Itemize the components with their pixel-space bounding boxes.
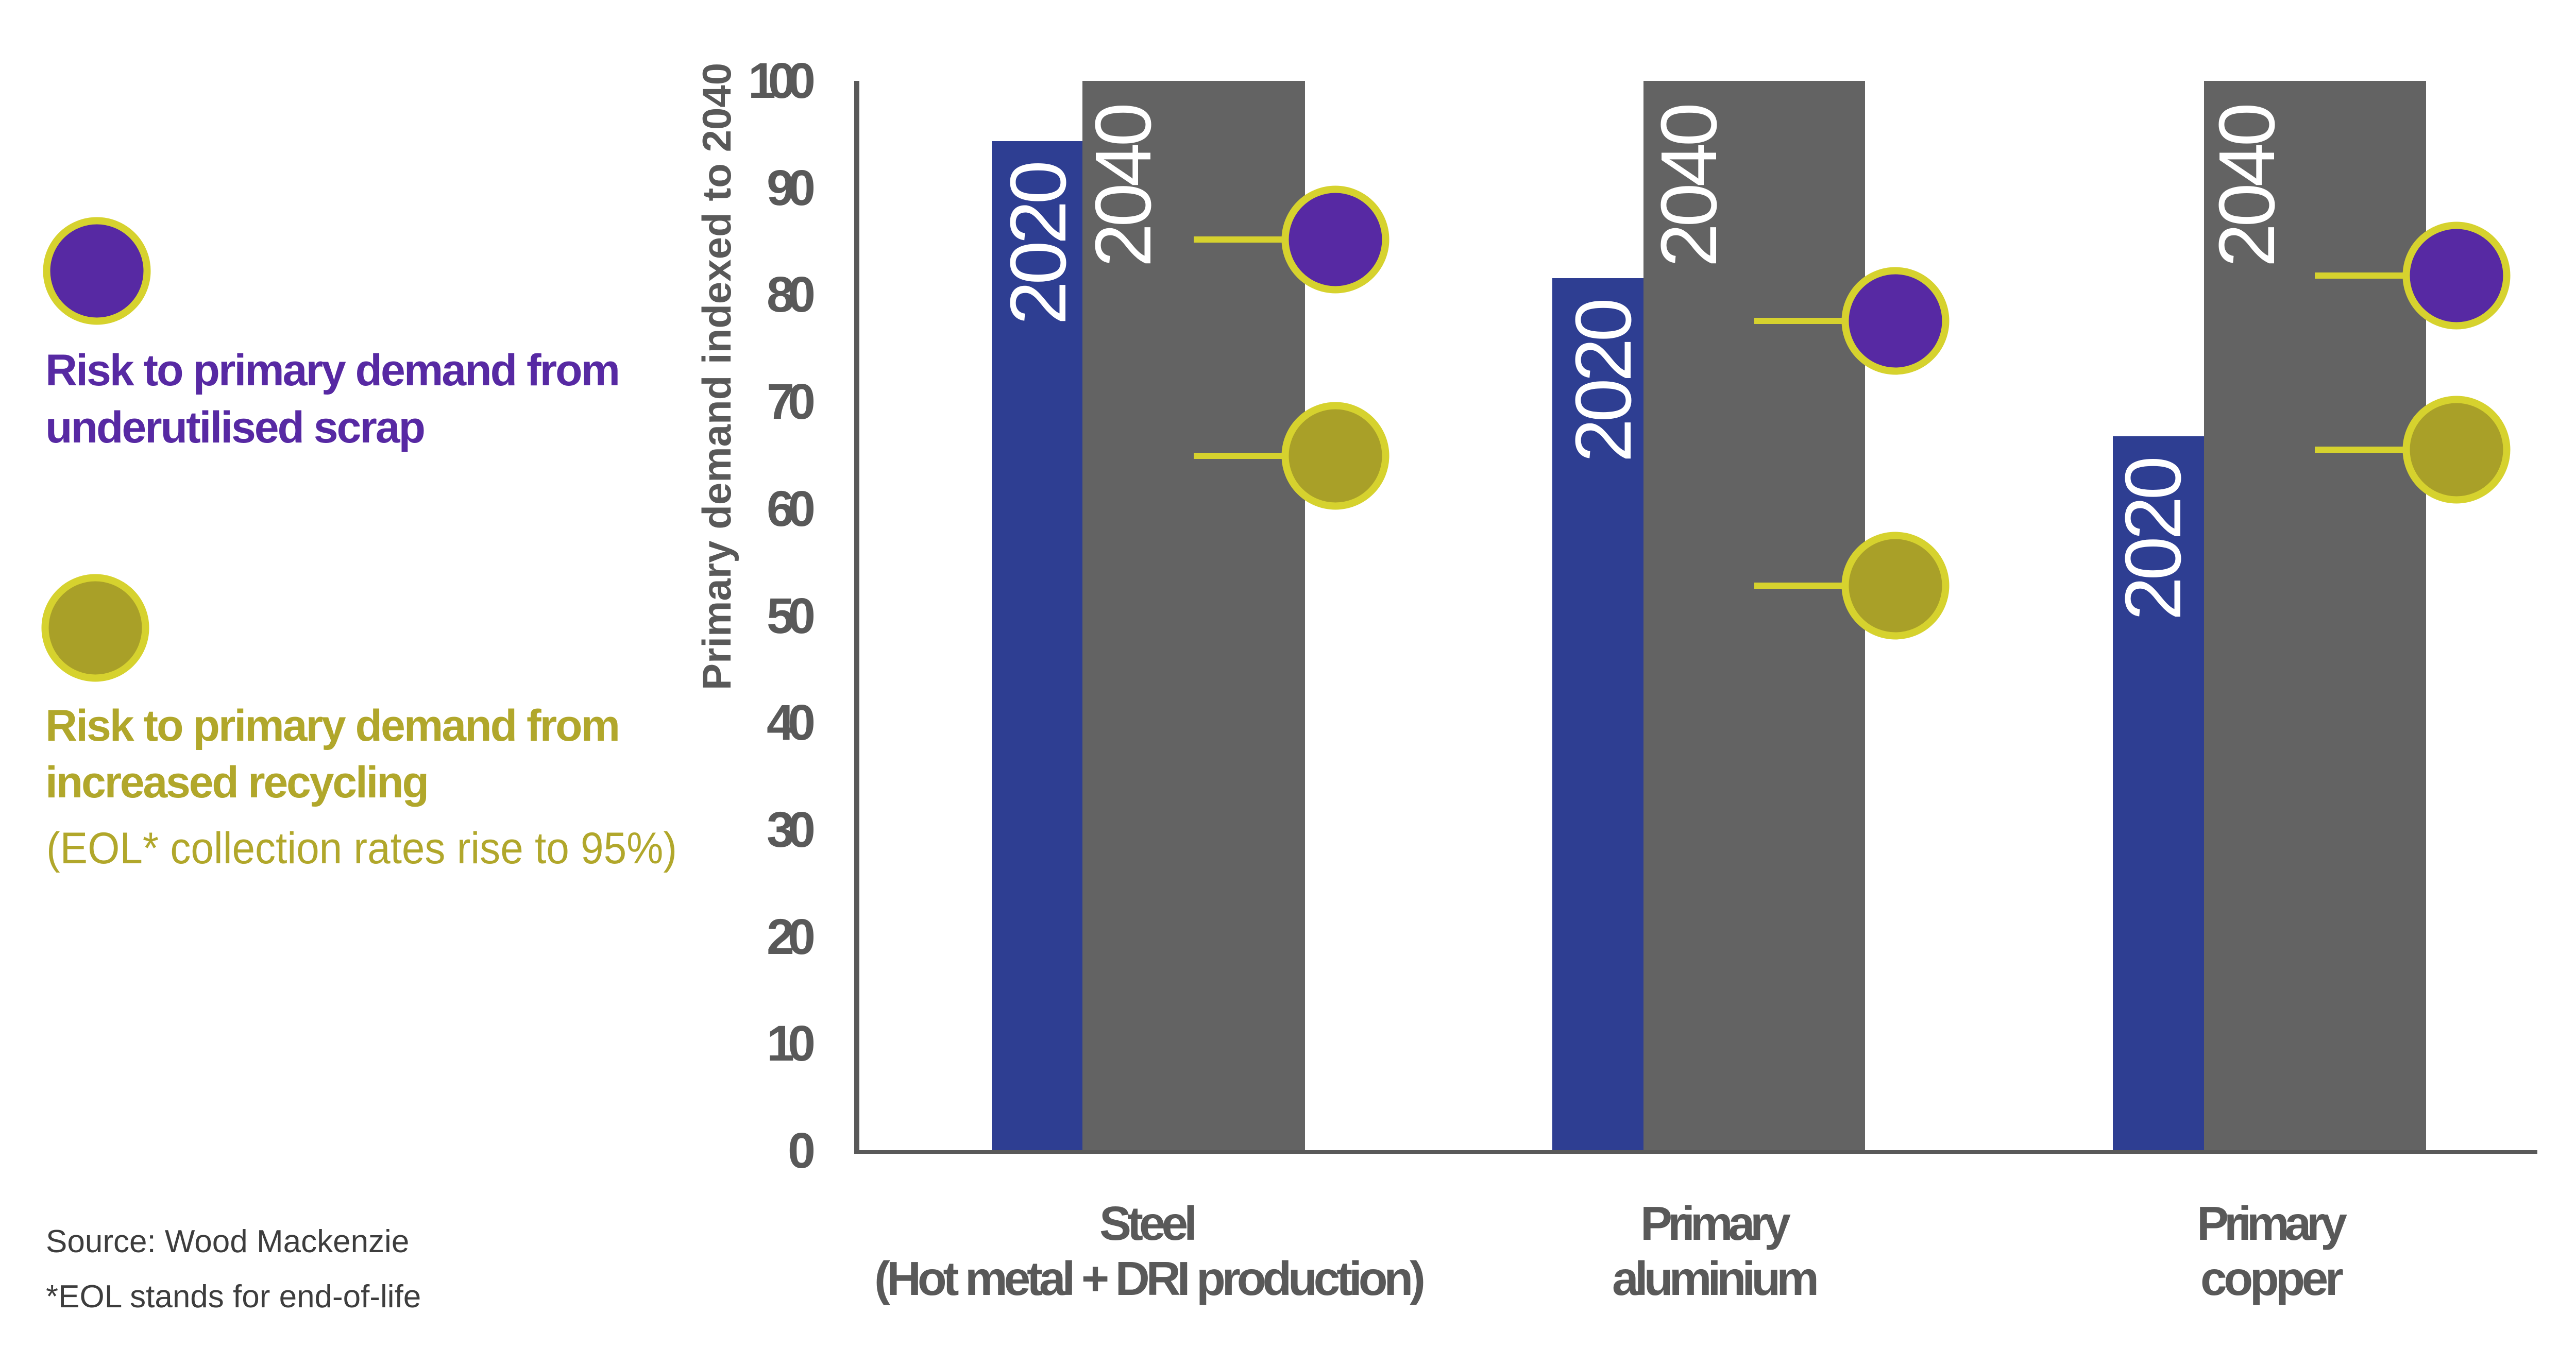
svg-text:60: 60 (767, 481, 816, 537)
svg-text:Primary: Primary (1640, 1197, 1791, 1250)
svg-text:70: 70 (767, 373, 816, 430)
svg-text:aluminium: aluminium (1612, 1252, 1819, 1305)
svg-text:Source: Wood Mackenzie: Source: Wood Mackenzie (46, 1224, 409, 1259)
svg-text:2020: 2020 (2109, 456, 2197, 621)
svg-text:2020: 2020 (1559, 298, 1648, 463)
svg-text:100: 100 (748, 53, 816, 109)
svg-text:90: 90 (767, 160, 816, 216)
svg-text:50: 50 (767, 588, 816, 644)
svg-text:Primary demand indexed to 204: Primary demand indexed to 2040 (694, 63, 739, 690)
svg-text:2020: 2020 (994, 160, 1082, 325)
svg-text:0: 0 (788, 1122, 816, 1179)
svg-text:(Hot metal + DRI production): (Hot metal + DRI production) (874, 1252, 1426, 1305)
svg-text:Primary: Primary (2197, 1197, 2347, 1250)
svg-text:2040: 2040 (1079, 103, 1167, 267)
svg-text:*EOL stands for end-of-life: *EOL stands for end-of-life (46, 1279, 421, 1315)
svg-text:Risk to primary demand from: Risk to primary demand from (45, 346, 620, 395)
svg-text:copper: copper (2200, 1252, 2344, 1305)
svg-text:increased recycling: increased recycling (45, 758, 429, 807)
svg-text:Risk to primary demand from: Risk to primary demand from (45, 701, 620, 750)
svg-text:2040: 2040 (1645, 103, 1733, 267)
svg-text:2040: 2040 (2202, 103, 2291, 267)
svg-text:10: 10 (767, 1015, 816, 1071)
svg-text:underutilised scrap: underutilised scrap (45, 403, 426, 452)
svg-text:(EOL* collection rates rise to: (EOL* collection rates rise to 95%) (46, 824, 677, 873)
svg-text:80: 80 (767, 266, 816, 322)
svg-text:40: 40 (767, 694, 816, 750)
svg-text:30: 30 (767, 801, 816, 858)
svg-text:Steel: Steel (1099, 1197, 1197, 1250)
svg-text:20: 20 (767, 909, 816, 965)
